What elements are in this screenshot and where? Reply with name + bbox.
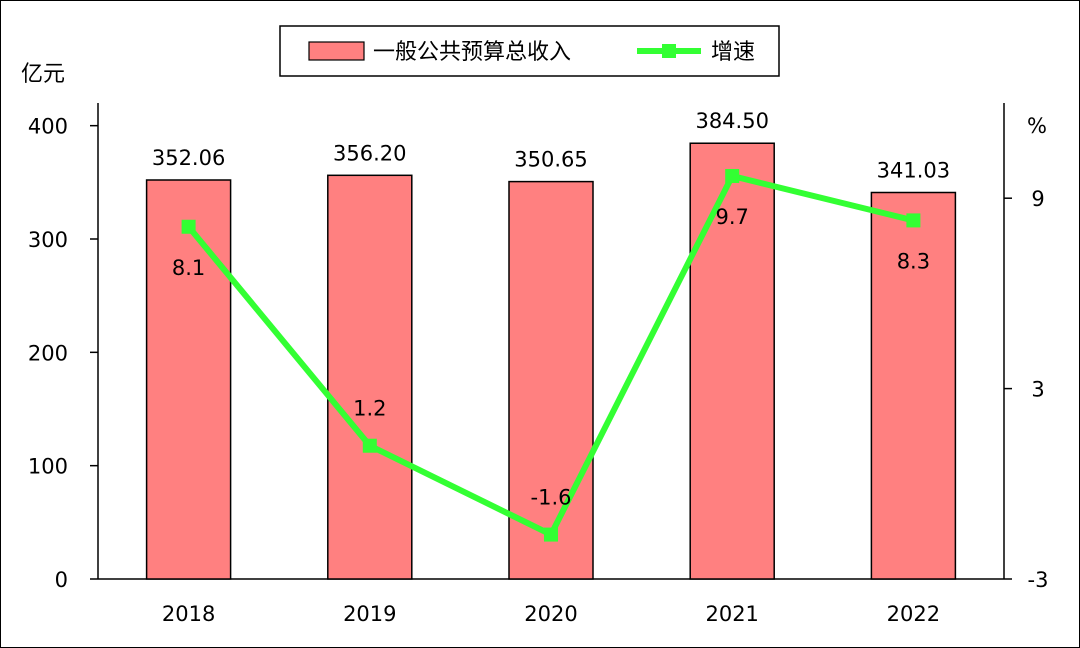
legend-line-label: 增速 — [711, 40, 755, 65]
bar-value-labels: 352.06 356.20 350.65 384.50 341.03 — [152, 109, 950, 182]
bar — [508, 180, 594, 580]
y-left-tick-label: 0 — [55, 568, 68, 592]
y-axis-left-title: 亿元 — [21, 62, 65, 87]
y-left-tick-label: 100 — [28, 455, 68, 479]
y-left-tick-label: 400 — [28, 115, 68, 139]
bar — [327, 174, 413, 580]
legend-bar-swatch — [308, 41, 365, 61]
line-value-label: 8.3 — [897, 249, 930, 273]
line-point-marker — [544, 527, 558, 542]
bar-value-label: 384.50 — [695, 109, 768, 133]
x-axis-tick-labels: 2018 2019 2020 2021 2022 — [162, 602, 940, 626]
y-left-tick-label: 200 — [28, 341, 68, 365]
bar — [689, 142, 775, 580]
legend-bar-label: 一般公共预算总收入 — [373, 40, 571, 65]
bar-value-label: 350.65 — [514, 148, 587, 172]
bar — [145, 179, 232, 580]
x-tick-label: 2022 — [887, 602, 940, 626]
line-value-label: 8.1 — [172, 256, 205, 280]
line-value-label: 9.7 — [715, 205, 748, 229]
y-axis-left-ticks: 0 100 200 300 400 — [28, 115, 98, 592]
bar-value-label: 356.20 — [333, 141, 406, 165]
line-value-label: 1.2 — [353, 397, 386, 421]
y-right-tick-label: 9 — [1031, 187, 1044, 211]
x-tick-label: 2019 — [343, 602, 396, 626]
bar — [870, 191, 957, 580]
bar-series — [145, 142, 957, 580]
y-axis-right-title: % — [1027, 114, 1047, 138]
line-point-marker — [906, 213, 921, 228]
x-tick-label: 2018 — [162, 602, 215, 626]
y-left-tick-label: 300 — [28, 228, 68, 252]
line-point-marker — [725, 168, 740, 183]
y-right-tick-label: -3 — [1028, 568, 1049, 592]
bar-value-label: 352.06 — [152, 146, 225, 170]
x-tick-label: 2020 — [524, 602, 577, 626]
x-tick-label: 2021 — [705, 602, 758, 626]
legend: 一般公共预算总收入 增速 — [279, 25, 780, 77]
bar-value-label: 341.03 — [877, 158, 950, 182]
line-point-marker — [362, 438, 377, 453]
line-value-label: -1.6 — [531, 486, 572, 510]
line-point-marker — [181, 219, 196, 234]
y-axis-right-ticks: -3 3 9 — [1004, 187, 1048, 592]
y-right-tick-label: 3 — [1031, 378, 1044, 402]
legend-line-marker — [662, 44, 676, 58]
line-series — [181, 168, 921, 542]
line-value-labels: 8.1 1.2 -1.6 9.7 8.3 — [172, 205, 930, 510]
